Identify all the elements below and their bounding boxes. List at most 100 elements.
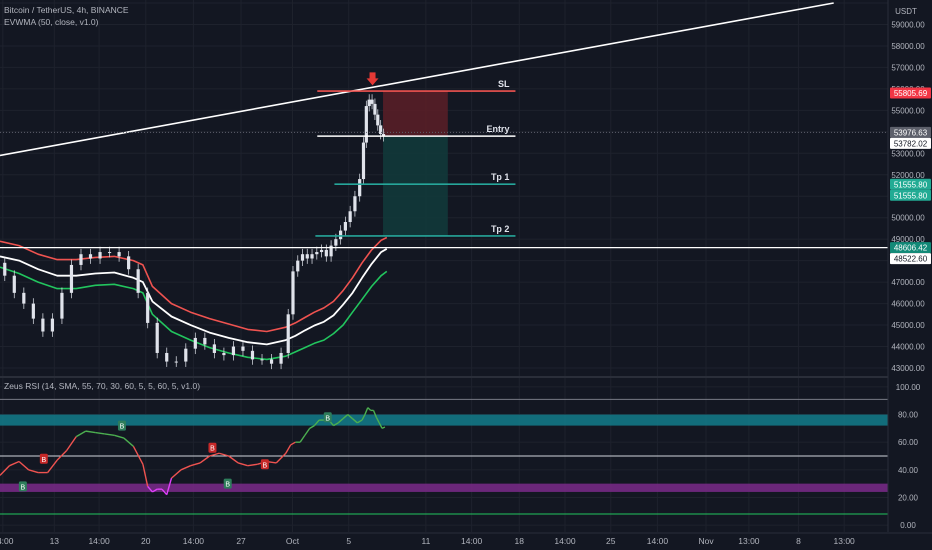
price-tick-label: 58000.00 <box>891 42 925 51</box>
rsi-segment <box>313 419 320 427</box>
rsi-segment <box>342 414 349 420</box>
level-label: Tp 2 <box>491 224 510 234</box>
candle-body <box>98 252 102 259</box>
candle-body <box>339 230 343 240</box>
rsi-segment <box>0 465 11 476</box>
time-tick-label: 14:00 <box>183 536 205 546</box>
candle-body <box>324 249 328 257</box>
candle-body <box>291 271 295 315</box>
price-badge-label: 53976.63 <box>894 128 928 137</box>
rsi-segment <box>85 430 96 434</box>
candle-body <box>203 337 207 345</box>
candle-body <box>358 179 362 197</box>
rsi-segment <box>333 422 339 427</box>
take-profit-zone[interactable] <box>383 136 448 236</box>
rsi-segment <box>147 485 153 493</box>
rsi-oversold-band <box>0 483 888 492</box>
candle-body <box>260 359 264 361</box>
rsi-segment <box>28 469 39 474</box>
rsi-segment <box>337 418 344 424</box>
time-tick-label: 25 <box>606 536 616 546</box>
price-tick-label: 43000.00 <box>891 364 925 373</box>
time-tick-label: 14:00 <box>647 536 669 546</box>
rsi-segment <box>18 460 30 471</box>
rsi-segment <box>132 445 144 465</box>
price-badge <box>890 242 931 254</box>
candle-body <box>88 254 93 259</box>
evwma-middle-line <box>0 248 388 346</box>
candle-body <box>353 196 357 212</box>
price-badge <box>890 178 931 190</box>
rsi-signal-marker <box>18 481 27 492</box>
price-tick-label: 50000.00 <box>891 214 925 223</box>
rsi-segment <box>209 452 220 457</box>
time-tick-label: 18 <box>515 536 525 546</box>
rsi-segment <box>352 418 358 424</box>
rsi-segment <box>299 434 306 443</box>
rsi-legend[interactable]: Zeus RSI (14, SMA, 55, 70, 30, 60, 5, 5,… <box>4 381 201 391</box>
candle-body <box>343 222 347 231</box>
rsi-segment <box>367 407 372 411</box>
time-tick-label: 11 <box>421 536 430 546</box>
candle-body <box>50 318 55 332</box>
rsi-segment <box>238 462 248 467</box>
candle-body <box>348 211 352 222</box>
price-badge <box>890 189 931 201</box>
candle-body <box>184 348 188 362</box>
price-badge-label: 48606.42 <box>894 244 928 253</box>
candle-body <box>31 303 35 319</box>
candle-body <box>296 260 300 272</box>
time-tick-label: 14:00 <box>88 536 110 546</box>
symbol-legend[interactable]: Bitcoin / TetherUS, 4h, BINANCE <box>4 5 129 15</box>
candle-body <box>69 264 74 293</box>
price-tick-label: 59000.00 <box>891 20 925 29</box>
candle-body <box>241 346 245 351</box>
rsi-segment <box>372 410 377 418</box>
candle-body <box>310 254 314 259</box>
rsi-signal-label: B <box>325 415 330 422</box>
candle-body <box>334 239 338 246</box>
rsi-signal-label: B <box>21 484 26 491</box>
candle-body <box>361 142 366 180</box>
price-badge <box>890 253 931 265</box>
rsi-segment <box>161 488 168 496</box>
candle-body <box>367 99 371 107</box>
price-badge-label: 48522.60 <box>894 255 928 264</box>
rsi-segment <box>75 430 87 438</box>
candle-body <box>136 269 140 293</box>
time-tick-label: 14:00 <box>554 536 576 546</box>
candle-body <box>373 103 377 115</box>
rsi-segment <box>171 469 182 479</box>
trendline[interactable] <box>0 2 834 157</box>
rsi-signal-label: B <box>41 457 46 464</box>
rsi-segment <box>56 449 68 461</box>
candle-body <box>379 125 383 134</box>
rsi-segment <box>9 460 20 467</box>
evwma-legend[interactable]: EVWMA (50, close, v1.0) <box>4 17 99 27</box>
evwma-lower-band <box>0 266 388 361</box>
time-tick-label: Nov <box>698 536 714 546</box>
price-badge <box>890 137 931 149</box>
stop-loss-zone[interactable] <box>383 91 448 137</box>
rsi-segment <box>285 444 292 454</box>
rsi-segment <box>114 434 125 439</box>
price-tick-label: 57000.00 <box>891 63 925 72</box>
rsi-signal-marker <box>208 442 217 453</box>
candle-body <box>146 292 150 323</box>
time-tick-label: 13:00 <box>834 536 856 546</box>
rsi-signal-label: B <box>120 424 125 431</box>
candle-body <box>3 262 7 276</box>
rsi-segment <box>247 463 258 467</box>
rsi-signal-label: B <box>225 482 230 489</box>
candle-body <box>22 292 26 304</box>
level-label: SL <box>498 79 510 89</box>
level-label: Tp 1 <box>491 172 510 182</box>
evwma-upper-band <box>0 236 388 333</box>
rsi-segment <box>123 437 134 447</box>
price-tick-label: 55000.00 <box>891 106 925 115</box>
rsi-segment <box>361 414 366 421</box>
rsi-tick-label: 20.00 <box>898 493 919 502</box>
rsi-segment <box>218 452 229 457</box>
price-tick-label: 45000.00 <box>891 321 925 330</box>
